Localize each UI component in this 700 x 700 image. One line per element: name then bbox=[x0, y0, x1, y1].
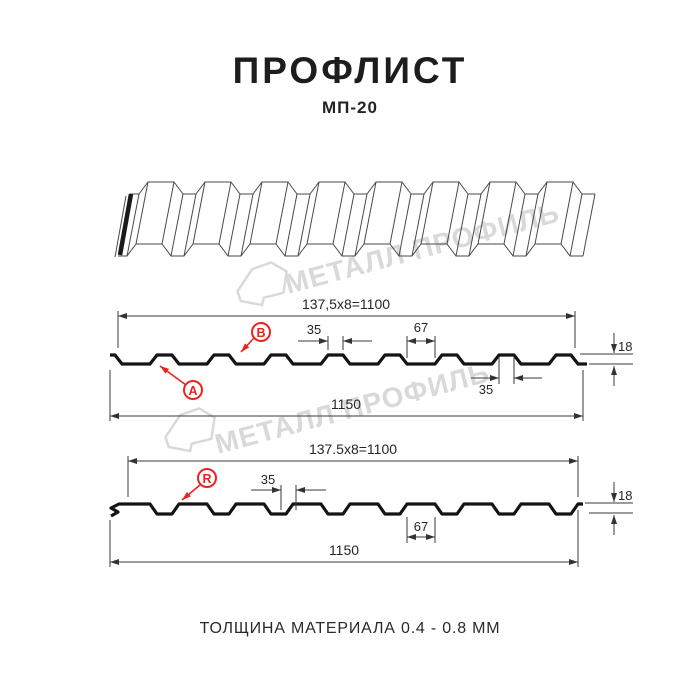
dim-pitch-top: 137,5x8=1100 bbox=[302, 296, 390, 312]
label-a: A bbox=[188, 384, 197, 398]
dim-overall-1150-top: 1150 bbox=[331, 396, 361, 412]
cross-section-bottom: 137.5x8=1100 35 18 67 1150 R bbox=[109, 441, 633, 567]
footer-note: ТОЛЩИНА МАТЕРИАЛА 0.4 - 0.8 ММ bbox=[199, 620, 501, 637]
perspective-sheet bbox=[114, 181, 596, 258]
dim-overall-1150-bottom: 1150 bbox=[329, 542, 359, 558]
brand-logo-icon bbox=[236, 261, 288, 307]
dim-base-35-top: 35 bbox=[479, 382, 493, 397]
brand-logo-icon bbox=[164, 407, 216, 453]
rib-edges bbox=[126, 181, 583, 257]
page-subtitle: МП-20 bbox=[322, 98, 378, 117]
profile-outline bbox=[110, 353, 587, 366]
page-title: ПРОФЛИСТ bbox=[232, 50, 468, 91]
dim-valley-67-bottom: 67 bbox=[414, 519, 428, 534]
callout-b: B bbox=[240, 322, 271, 353]
watermark-text: МЕТАЛЛ ПРОФИЛЬ bbox=[282, 197, 563, 300]
callout-r: R bbox=[181, 468, 217, 501]
label-r: R bbox=[202, 472, 211, 486]
profile-outline bbox=[109, 502, 583, 518]
dim-rib-35-bottom: 35 bbox=[261, 472, 275, 487]
sheet-cut-edge bbox=[117, 193, 134, 256]
dim-height-18-bottom: 18 bbox=[618, 488, 632, 503]
cross-section-top: 137,5x8=1100 35 67 18 35 1150 bbox=[109, 296, 633, 421]
dim-valley-67-top: 67 bbox=[414, 320, 428, 335]
dim-height-18-top: 18 bbox=[618, 339, 632, 354]
callout-a: A bbox=[159, 365, 203, 400]
label-b: B bbox=[256, 326, 265, 340]
dim-pitch-bottom: 137.5x8=1100 bbox=[309, 441, 397, 457]
dim-rib-top-35: 35 bbox=[307, 322, 321, 337]
